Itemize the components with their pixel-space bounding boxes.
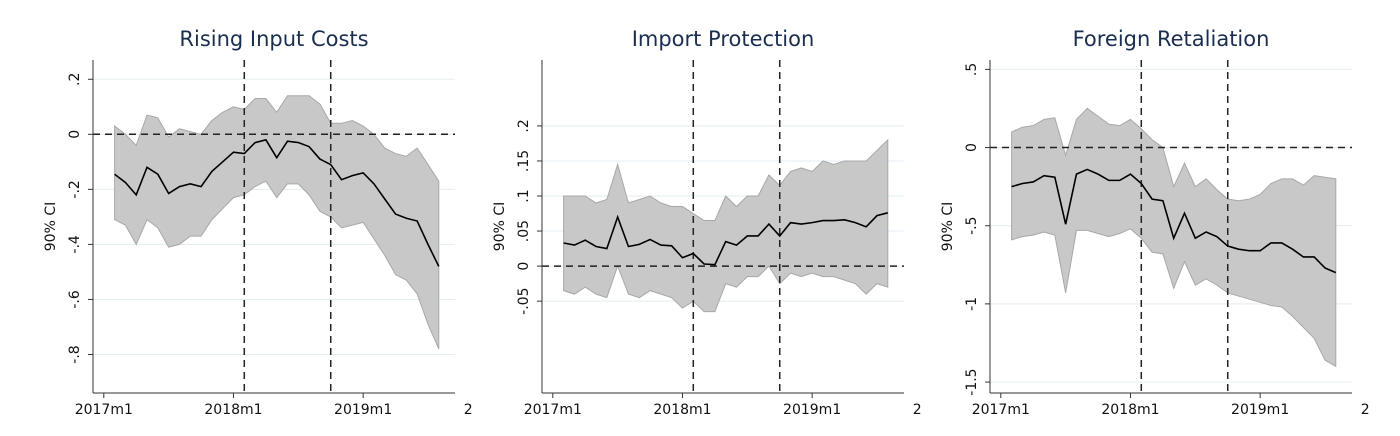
x-tick-label: 2017m1	[524, 402, 582, 418]
x-tick-label: 2017m1	[75, 402, 133, 418]
estimate-line	[1011, 168, 1337, 274]
y-tick-label: 0	[516, 262, 532, 271]
y-tick-label: .2	[516, 119, 532, 132]
panel: Rising Input Costs 90% CI -.8 -.6 -.4 -.2 0 .2 2…	[43, 27, 522, 418]
y-axis-title: 90% CI	[940, 202, 956, 251]
x-tick-label: 2018m1	[1101, 402, 1159, 418]
y-tick-label: -.8	[67, 345, 83, 363]
ci-band	[114, 95, 440, 350]
chart-title: Foreign Retaliation	[1073, 27, 1270, 51]
x-tick-label: 2019m1	[1231, 402, 1289, 418]
y-tick-label: .5	[964, 63, 980, 76]
x-tick-label: 2019m1	[783, 402, 841, 418]
y-tick-label: .2	[67, 73, 83, 86]
y-tick-label: -.05	[516, 287, 532, 314]
panel: Import Protection 90% CI -.05 0 .05 .1 .15 .2 20…	[492, 27, 971, 418]
y-axis-title: 90% CI	[492, 202, 508, 251]
x-tick-label: 2020m1	[1361, 402, 1400, 418]
x-tick-label: 2020m1	[464, 402, 522, 418]
y-tick-label: -.4	[67, 235, 83, 254]
y-axis-title: 90% CI	[43, 202, 59, 251]
x-tick-label: 2017m1	[972, 402, 1030, 418]
x-tick-label: 2018m1	[204, 402, 262, 418]
y-tick-label: .1	[516, 189, 532, 202]
y-tick-label: -1	[964, 297, 980, 311]
y-tick-label: 0	[964, 143, 980, 152]
y-tick-label: -.6	[67, 290, 83, 309]
estimate-line	[563, 212, 888, 266]
y-tick-label: 0	[67, 130, 83, 139]
x-tick-label: 2018m1	[653, 402, 711, 418]
x-tick-label: 2020m1	[913, 402, 971, 418]
x-tick-label: 2019m1	[334, 402, 392, 418]
panel: Foreign Retaliation 90% CI -1.5 -1 -.5 0 .5 201…	[940, 27, 1400, 418]
chart-title: Rising Input Costs	[179, 27, 368, 51]
estimate-line	[114, 138, 440, 267]
chart-title: Import Protection	[632, 27, 815, 51]
y-tick-label: .05	[516, 220, 532, 242]
y-tick-label: -.2	[67, 180, 83, 198]
y-tick-label: -1.5	[964, 368, 980, 395]
y-tick-label: -.5	[964, 217, 980, 235]
ci-band	[563, 138, 889, 313]
y-tick-label: .15	[516, 150, 532, 172]
